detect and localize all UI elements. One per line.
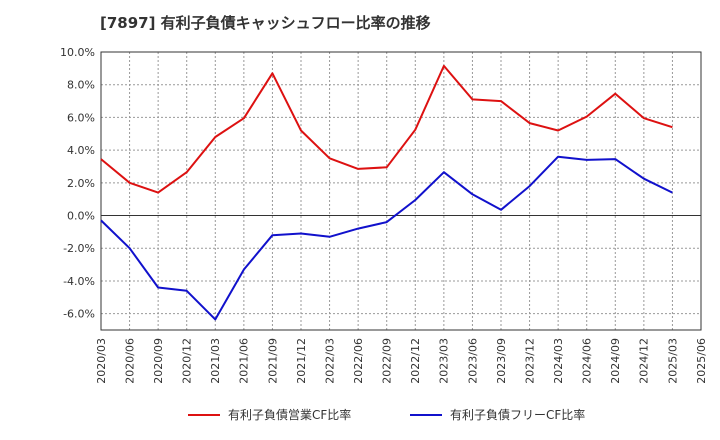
chart-title: [7897] 有利子負債キャッシュフロー比率の推移 [100, 14, 431, 32]
x-tick-label: 2020/06 [123, 338, 136, 384]
series-line-2 [100, 155, 673, 321]
grid-lines [101, 51, 701, 330]
x-tick-label: 2025/03 [666, 338, 679, 384]
x-tick-label: 2021/09 [266, 338, 279, 384]
x-tick-label: 2022/03 [323, 338, 336, 384]
x-tick-label: 2020/12 [181, 338, 194, 384]
y-tick-label: 4.0% [67, 144, 95, 157]
legend: 有利子負債営業CF比率 有利子負債フリーCF比率 [188, 407, 585, 422]
series-lines [100, 64, 673, 321]
x-tick-label: 2020/09 [152, 338, 165, 384]
legend-label-2: 有利子負債フリーCF比率 [450, 407, 585, 422]
y-tick-label: -4.0% [63, 275, 95, 288]
x-tick-label: 2021/06 [238, 338, 251, 384]
x-tick-label: 2022/06 [352, 338, 365, 384]
y-tick-label: 2.0% [67, 177, 95, 190]
x-tick-label: 2023/12 [523, 338, 536, 384]
x-tick-label: 2023/06 [466, 338, 479, 384]
y-tick-label: -6.0% [63, 308, 95, 321]
x-tick-label: 2022/12 [409, 338, 422, 384]
x-tick-label: 2025/06 [695, 338, 708, 384]
x-tick-label: 2021/12 [295, 338, 308, 384]
y-tick-label: 0.0% [67, 210, 95, 223]
y-tick-label: 8.0% [67, 79, 95, 92]
x-tick-label: 2023/03 [438, 338, 451, 384]
y-tick-label: -2.0% [63, 242, 95, 255]
x-tick-label: 2024/06 [581, 338, 594, 384]
x-tick-label: 2023/09 [495, 338, 508, 384]
x-axis-tick-labels: 2020/03 2020/06 2020/09 2020/12 2021/03 2021/… [95, 338, 708, 384]
plot-area-frame [100, 51, 702, 331]
x-tick-label: 2024/09 [609, 338, 622, 384]
x-tick-label: 2021/03 [209, 338, 222, 384]
legend-label-1: 有利子負債営業CF比率 [228, 407, 351, 422]
x-tick-label: 2022/09 [381, 338, 394, 384]
x-tick-label: 2024/03 [552, 338, 565, 384]
x-tick-label: 2020/03 [95, 338, 108, 384]
x-tick-label: 2024/12 [638, 338, 651, 384]
y-tick-label: 10.0% [60, 46, 95, 59]
y-axis-tick-labels: 10.0% 8.0% 6.0% 4.0% 2.0% 0.0% -2.0% -4.0% -6.0% [60, 46, 95, 321]
y-tick-label: 6.0% [67, 111, 95, 124]
series-line-1 [100, 64, 673, 194]
